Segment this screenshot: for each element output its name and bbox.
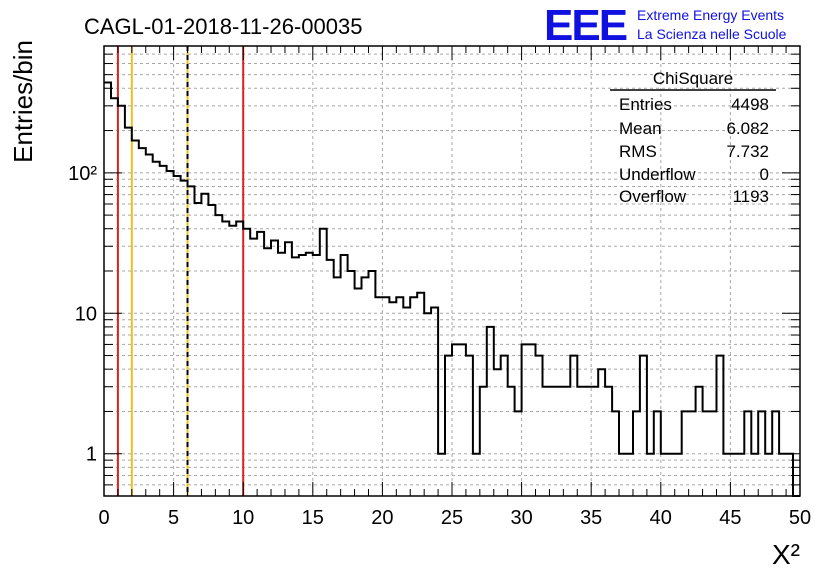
y-tick-label: 10² (68, 163, 97, 185)
stats-label-overflow: Overflow (619, 187, 687, 206)
stats-value-overflow: 1193 (732, 187, 769, 206)
histogram-outline (104, 81, 800, 497)
x-tick-label: 10 (232, 507, 254, 529)
axes (103, 45, 801, 497)
y-axis-label: Entries/bin (8, 40, 38, 163)
x-tick-label: 40 (650, 507, 672, 529)
x-tick-label: 45 (719, 507, 741, 529)
stats-label-entries: Entries (619, 95, 672, 114)
tick-labels: 0 5 10 15 20 25 30 35 40 45 50 1 10 10² (68, 163, 811, 529)
x-tick-label: 50 (789, 507, 811, 529)
stats-value-entries: 4498 (731, 95, 769, 114)
x-tick-label: 0 (98, 507, 109, 529)
logo-line-1: Extreme Energy Events (637, 7, 784, 23)
x-tick-label: 35 (580, 507, 602, 529)
x-tick-label: 5 (168, 507, 179, 529)
x-tick-label: 20 (371, 507, 393, 529)
y-tick-label: 1 (86, 444, 97, 466)
stats-title: ChiSquare (653, 69, 733, 88)
logo-line-2: La Scienza nelle Scuole (637, 26, 787, 42)
stats-value-mean: 6.082 (726, 119, 769, 138)
histogram (104, 81, 800, 497)
stats-label-mean: Mean (619, 119, 662, 138)
x-axis-label: X² (772, 539, 800, 570)
stats-label-underflow: Underflow (619, 165, 696, 184)
stats-value-underflow: 0 (760, 165, 769, 184)
reference-lines (116, 46, 245, 496)
x-tick-label: 30 (510, 507, 532, 529)
stats-label-rms: RMS (619, 142, 657, 161)
stats-value-rms: 7.732 (726, 142, 769, 161)
eee-logo: EEE (544, 1, 627, 50)
x-tick-label: 15 (302, 507, 324, 529)
chart-title: CAGL-01-2018-11-26-00035 (84, 14, 362, 39)
grid-lines (104, 46, 800, 496)
stats-box: ChiSquare Entries 4498 Mean 6.082 RMS 7.… (610, 69, 776, 206)
x-tick-label: 25 (441, 507, 463, 529)
y-tick-label: 10 (75, 303, 97, 325)
